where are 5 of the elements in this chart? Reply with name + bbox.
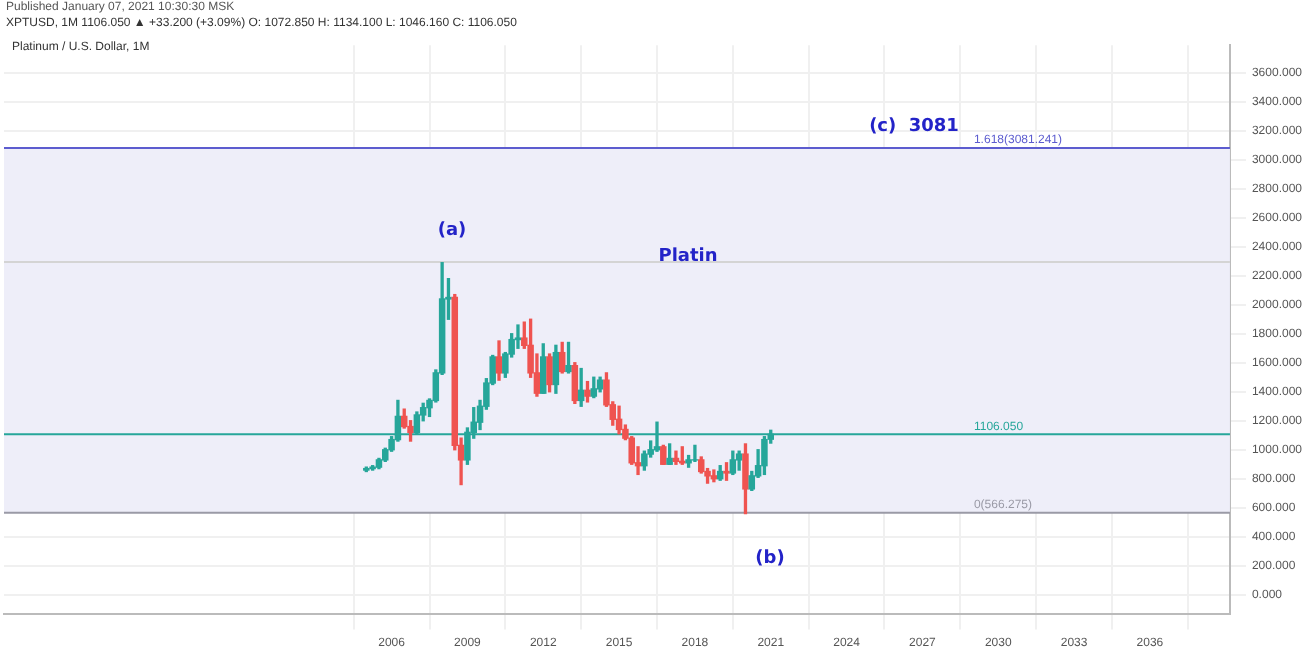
annotation: (a) bbox=[437, 220, 467, 241]
candlestick bbox=[691, 444, 699, 463]
annotation: (b) bbox=[755, 548, 785, 569]
annotation: (c) 3081 bbox=[869, 116, 959, 137]
annotation: Platin bbox=[658, 246, 718, 267]
